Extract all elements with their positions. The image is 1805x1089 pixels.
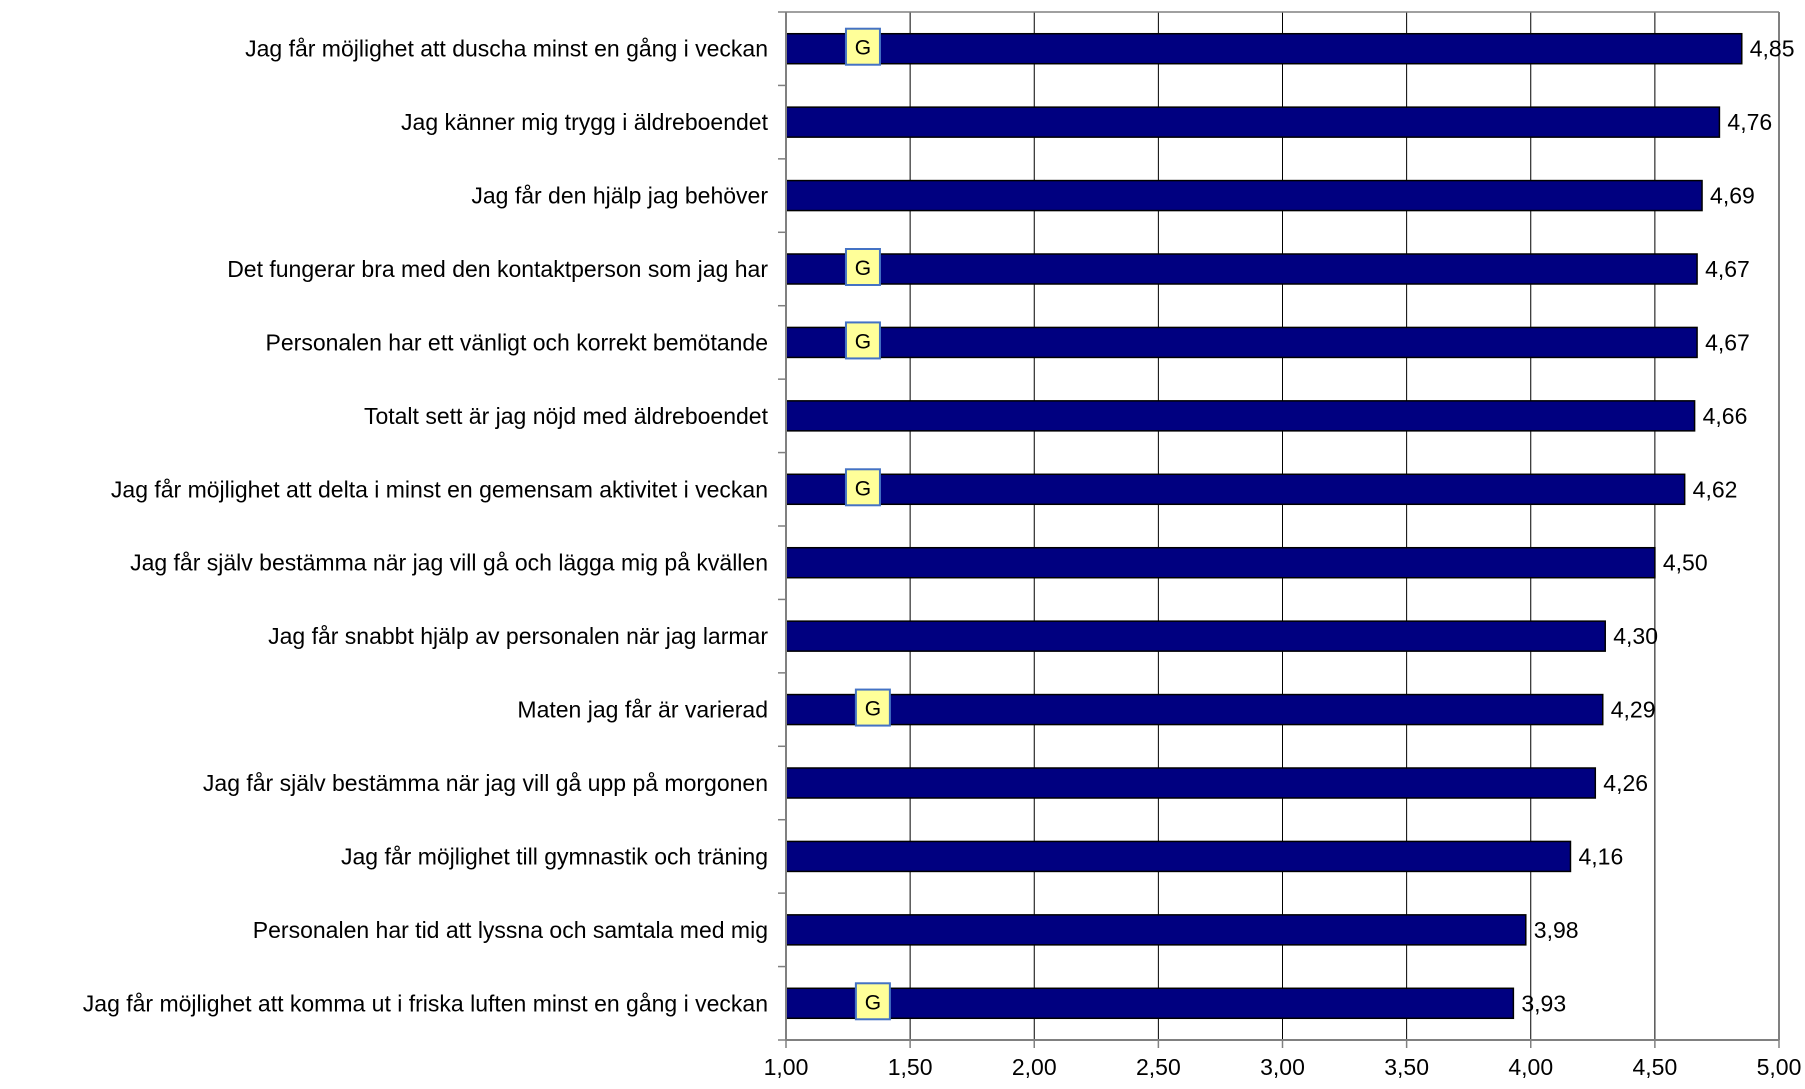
category-label: Det fungerar bra med den kontaktperson s…	[227, 256, 768, 282]
gridlines	[786, 11, 1780, 1040]
bars	[785, 32, 1743, 1020]
x-tick-labels: 1,00 1,50 2,00 2,50 3,00 3,50 4,00 4,50 5,00	[764, 1054, 1802, 1080]
bar	[785, 914, 1527, 946]
value-label: 4,67	[1705, 256, 1750, 282]
bar	[785, 473, 1686, 506]
bar	[785, 400, 1696, 432]
x-tick-label: 2,50	[1136, 1054, 1181, 1080]
value-label: 4,26	[1603, 770, 1648, 796]
category-labels: Jag får möjlighet att duscha minst en gå…	[83, 36, 769, 1017]
g-marker-label: G	[865, 991, 881, 1014]
bar	[785, 840, 1572, 873]
x-tick-label: 5,00	[1757, 1054, 1802, 1080]
category-label: Maten jag får är varierad	[517, 697, 768, 723]
bar	[785, 253, 1698, 285]
value-label: 4,85	[1750, 36, 1795, 62]
value-label: 4,30	[1613, 623, 1658, 649]
value-label: 4,69	[1710, 183, 1755, 209]
bar	[785, 987, 1515, 1020]
category-label: Personalen har ett vänligt och korrekt b…	[266, 329, 768, 355]
bar	[785, 546, 1656, 579]
value-label: 4,16	[1578, 843, 1623, 869]
g-marker-box	[844, 27, 881, 66]
g-marker-box	[844, 321, 881, 360]
category-label: Jag får själv bestämma när jag vill gå u…	[203, 770, 768, 796]
bar	[785, 767, 1597, 799]
value-label: 3,93	[1521, 990, 1566, 1016]
bar	[785, 326, 1698, 359]
g-markers: G G G G G G	[844, 27, 891, 1021]
category-label: Jag får möjlighet att komma ut i friska …	[83, 990, 768, 1016]
category-label: Jag får möjlighet att duscha minst en gå…	[245, 36, 768, 62]
g-marker-label: G	[855, 257, 871, 280]
g-marker-label: G	[855, 477, 871, 500]
g-marker-box	[854, 982, 891, 1021]
value-label: 4,29	[1611, 697, 1656, 723]
g-marker-box	[844, 248, 881, 286]
value-label: 4,67	[1705, 329, 1750, 355]
bar	[785, 32, 1743, 65]
x-tick-label: 2,00	[1012, 1054, 1057, 1080]
bar	[785, 693, 1604, 726]
category-label: Jag känner mig trygg i äldreboendet	[401, 109, 769, 135]
g-marker-box	[844, 468, 881, 507]
value-label: 4,76	[1727, 109, 1772, 135]
category-label: Jag får möjlighet till gymnastik och trä…	[341, 843, 768, 869]
x-tick-label: 4,00	[1508, 1054, 1553, 1080]
g-marker-box	[854, 688, 891, 727]
bar	[785, 106, 1721, 138]
g-marker-label: G	[855, 37, 871, 60]
axes	[778, 11, 1780, 1048]
bar	[785, 179, 1703, 212]
x-tick-label: 4,50	[1632, 1054, 1677, 1080]
x-tick-label: 1,50	[888, 1054, 933, 1080]
x-tick-label: 1,00	[764, 1054, 809, 1080]
category-label: Jag får den hjälp jag behöver	[471, 183, 768, 209]
value-label: 4,62	[1693, 476, 1738, 502]
category-label: Jag får möjlighet att delta i minst en g…	[111, 476, 768, 502]
value-label: 3,98	[1534, 917, 1579, 943]
category-label: Jag får snabbt hjälp av personalen när j…	[268, 623, 768, 649]
g-marker-label: G	[855, 330, 871, 353]
category-label: Jag får själv bestämma när jag vill gå o…	[130, 550, 768, 576]
value-label: 4,66	[1703, 403, 1748, 429]
value-label: 4,50	[1663, 550, 1708, 576]
x-tick-label: 3,00	[1260, 1054, 1305, 1080]
value-labels: 4,85 4,76 4,69 4,67 4,67 4,66 4,62 4,50 4,30 4,29…	[1521, 36, 1794, 1017]
x-tick-label: 3,50	[1384, 1054, 1429, 1080]
bar	[785, 620, 1606, 652]
category-label: Totalt sett är jag nöjd med äldreboendet	[364, 403, 769, 429]
category-label: Personalen har tid att lyssna och samtal…	[253, 917, 768, 943]
g-marker-label: G	[865, 698, 881, 721]
